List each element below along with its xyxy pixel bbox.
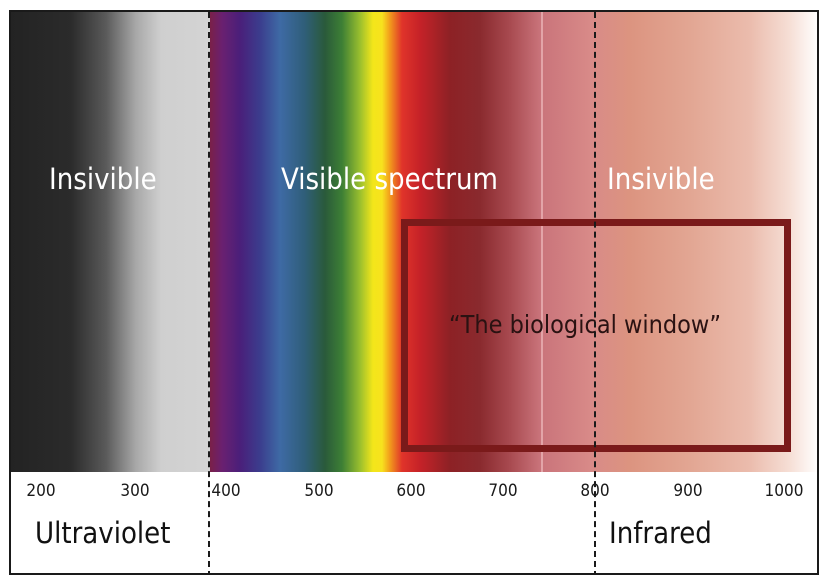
- boundary-800-dashed-line: [594, 12, 596, 573]
- biological-window-box: [401, 219, 791, 452]
- infrared-region-label: Infrared: [609, 516, 712, 550]
- visible-infrared-band: [210, 12, 817, 472]
- boundary-400-dashed-line: [208, 12, 210, 573]
- tick-label: 700: [488, 481, 518, 501]
- tick-label: 500: [304, 481, 334, 501]
- tick-label: 400: [211, 481, 241, 501]
- tick-label: 300: [120, 481, 150, 501]
- tick-label: 900: [673, 481, 703, 501]
- tick-label: 200: [26, 481, 56, 501]
- visible-band-label: Visible spectrum: [281, 162, 498, 196]
- tick-label: 800: [580, 481, 610, 501]
- spectrum-diagram: Insivible Visible spectrum Insivible “Th…: [9, 10, 819, 575]
- ultraviolet-band: [11, 12, 210, 472]
- wavelength-axis: 200 300 400 500 600 700 800 900 1000: [11, 472, 817, 512]
- ir-band-label: Insivible: [607, 162, 715, 196]
- spectrum-marker-line: [541, 12, 543, 472]
- uv-band-label: Insivible: [49, 162, 157, 196]
- tick-label: 600: [396, 481, 426, 501]
- tick-label: 1000: [764, 481, 804, 501]
- biological-window-label: “The biological window”: [449, 310, 721, 339]
- ultraviolet-region-label: Ultraviolet: [35, 516, 171, 550]
